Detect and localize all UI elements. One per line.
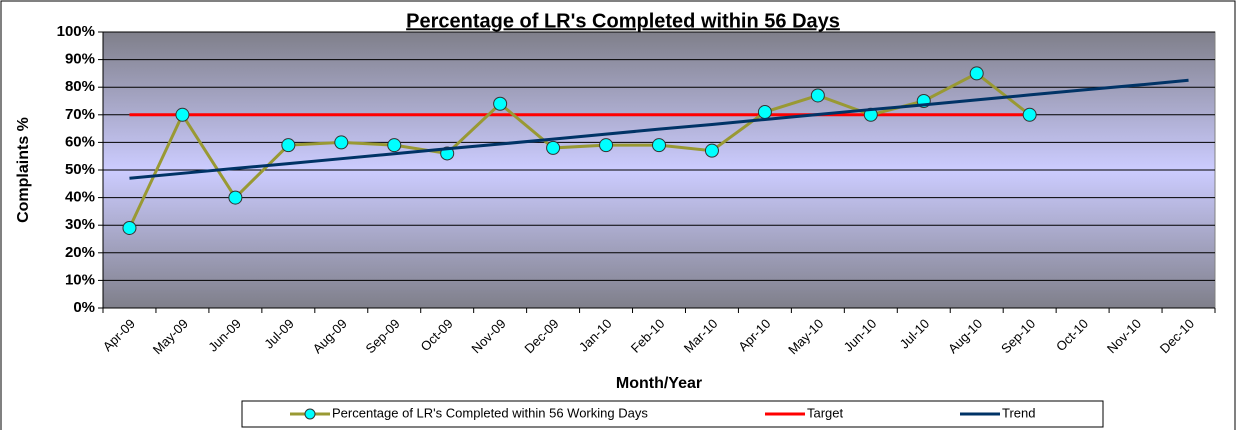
data-point [387, 138, 402, 153]
y-tick-label: 90% [65, 51, 95, 68]
data-point [704, 143, 719, 158]
y-tick-label: 50% [65, 161, 95, 178]
data-point [1022, 107, 1037, 122]
data-point [546, 140, 561, 155]
data-point [175, 107, 190, 122]
y-tick-label: 30% [65, 216, 95, 233]
data-point [334, 135, 349, 150]
data-point [228, 190, 243, 205]
legend-label: Percentage of LR's Completed within 56 W… [332, 405, 648, 420]
legend-label: Target [807, 405, 844, 420]
chart-title: Percentage of LR's Completed within 56 D… [406, 10, 840, 32]
legend-label: Trend [1002, 405, 1035, 420]
series-line [129, 78, 1189, 180]
data-point [493, 96, 508, 111]
y-tick-label: 20% [65, 244, 95, 261]
data-point [652, 138, 666, 153]
data-point [122, 220, 137, 235]
data-point [757, 105, 772, 120]
data-point [281, 138, 296, 153]
y-tick-label: 40% [65, 189, 95, 206]
y-tick-label: 70% [65, 106, 95, 123]
x-axis-label: Month/Year [616, 375, 702, 392]
y-tick-label: 10% [65, 271, 95, 288]
y-tick-label: 80% [65, 78, 95, 95]
legend [241, 400, 1104, 428]
data-point [969, 66, 984, 81]
data-point [810, 88, 825, 103]
y-tick-label: 0% [73, 299, 95, 316]
data-point [599, 138, 614, 153]
y-tick-label: 60% [65, 133, 95, 150]
y-tick-label: 100% [57, 23, 95, 40]
legend-marker [304, 408, 316, 420]
series-line [128, 71, 1031, 229]
y-axis-label: Complaints % [15, 117, 32, 223]
